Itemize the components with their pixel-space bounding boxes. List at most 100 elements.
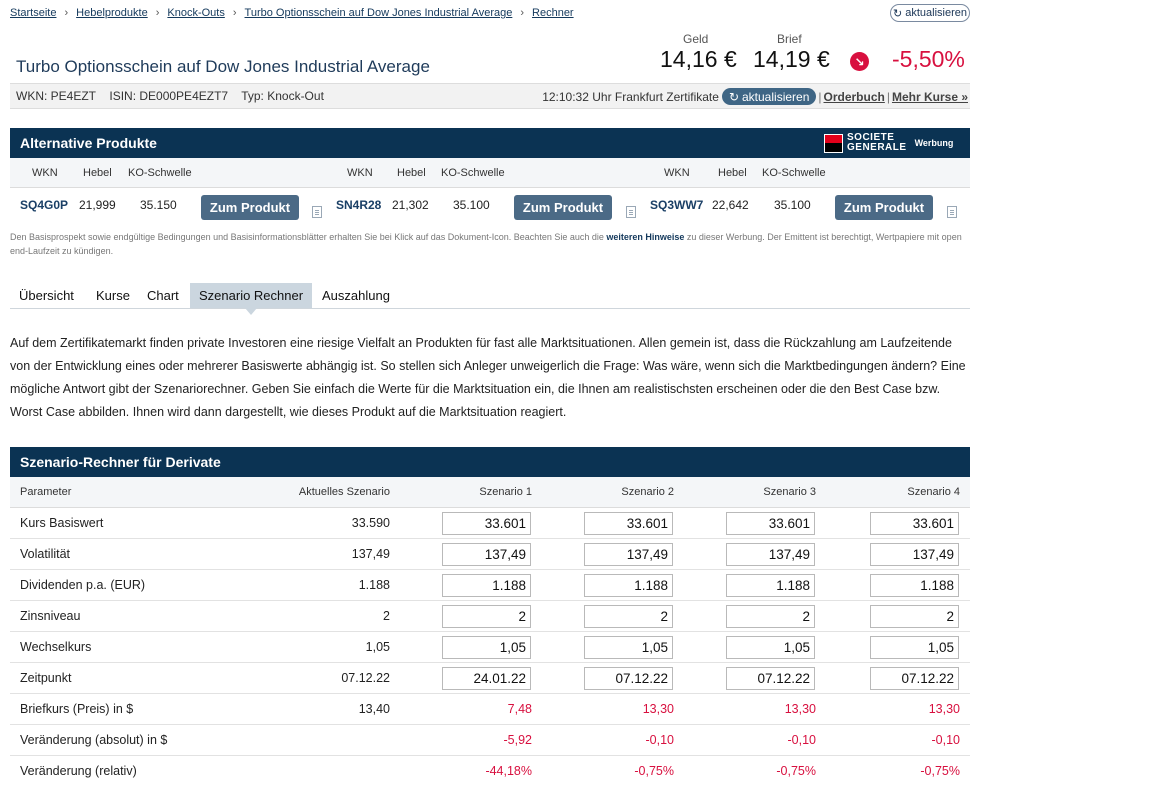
scenario-3-input[interactable] — [726, 605, 815, 628]
scenario-3-input[interactable] — [726, 636, 815, 659]
breadcrumb-knock-outs[interactable]: Knock-Outs — [167, 7, 225, 19]
scenario-2-result: -0,75% — [634, 764, 674, 778]
scenario-4-input[interactable] — [870, 574, 959, 597]
param-label: Zinsniveau — [20, 609, 81, 623]
refresh-icon: ↻ — [728, 89, 739, 104]
zum-produkt-button[interactable]: Zum Produkt — [835, 195, 933, 220]
current-value: 1.188 — [358, 578, 390, 592]
scenario-header: Szenario-Rechner für Derivate — [10, 447, 970, 477]
result-label: Veränderung (absolut) in $ — [20, 733, 168, 747]
refresh-button[interactable]: ↻ aktualisieren — [721, 88, 817, 105]
change-percent: -5,50% — [892, 46, 965, 72]
scenario-result-row: Briefkurs (Preis) in $ 13,40 7,48 13,30 13,3… — [10, 694, 970, 725]
current-value: 07.12.22 — [341, 671, 390, 685]
scenario-4-input[interactable] — [870, 636, 959, 659]
scenario-4-input[interactable] — [870, 543, 959, 566]
weitere-hinweise-link[interactable]: weiteren Hinweise — [606, 232, 685, 242]
zum-produkt-button[interactable]: Zum Produkt — [514, 195, 612, 220]
scenario-1-input[interactable] — [442, 605, 531, 628]
chevron-right-icon: › — [155, 7, 160, 19]
scenario-3-result: -0,10 — [787, 733, 817, 747]
breadcrumb-rechner[interactable]: Rechner — [532, 7, 574, 19]
chevron-right-icon: › — [64, 7, 69, 19]
scenario-4-input[interactable] — [870, 667, 959, 690]
scenario-input-row: Volatilität 137,49 — [10, 539, 970, 570]
scenario-3-input[interactable] — [726, 667, 815, 690]
scenario-input-row: Zeitpunkt 07.12.22 — [10, 663, 970, 694]
isin: ISIN: DE000PE4EZT7 — [109, 89, 229, 103]
product-ko: 35.100 — [453, 198, 490, 212]
scenario-1-input[interactable] — [442, 512, 531, 535]
wkn: WKN: PE4EZT — [16, 89, 97, 103]
scenario-1-input[interactable] — [442, 543, 531, 566]
scenario-3-input[interactable] — [726, 574, 815, 597]
scenario-2-result: -0,10 — [645, 733, 675, 747]
breadcrumb-startseite[interactable]: Startseite — [10, 7, 57, 19]
quote-time: 12:10:32 Uhr Frankfurt Zertifikate — [542, 89, 719, 104]
breadcrumb-product[interactable]: Turbo Optionsschein auf Dow Jones Indust… — [244, 7, 513, 19]
breadcrumb: Startseite › Hebelprodukte › Knock-Outs … — [10, 7, 574, 19]
scenario-input-row: Zinsniveau 2 — [10, 601, 970, 632]
result-label: Briefkurs (Preis) in $ — [20, 702, 134, 716]
document-icon[interactable] — [947, 206, 957, 218]
scenario-1-input[interactable] — [442, 636, 531, 659]
scenario-2-input[interactable] — [584, 636, 673, 659]
scenario-2-input[interactable] — [584, 605, 673, 628]
product-wkn[interactable]: SQ4G0P — [20, 198, 69, 212]
scenario-3-input[interactable] — [726, 543, 815, 566]
scenario-4-input[interactable] — [870, 605, 959, 628]
document-icon[interactable] — [312, 206, 322, 218]
scenario-1-input[interactable] — [442, 667, 531, 690]
refresh-icon: ↻ — [893, 7, 903, 20]
scenario-4-input[interactable] — [870, 512, 959, 535]
scenario-3-result: 13,30 — [784, 702, 816, 716]
tab-kurse[interactable]: Kurse — [96, 288, 130, 303]
param-label: Zeitpunkt — [20, 671, 72, 685]
refresh-button-top[interactable]: ↻ aktualisieren — [890, 4, 970, 22]
tab-uebersicht[interactable]: Übersicht — [19, 288, 74, 303]
col-wkn: WKN — [32, 167, 58, 179]
tab-chart[interactable]: Chart — [147, 288, 179, 303]
alt-products-title: Alternative Produkte — [20, 135, 157, 151]
scenario-2-input[interactable] — [584, 543, 673, 566]
orderbuch-link[interactable]: Orderbuch — [823, 89, 885, 104]
scenario-2-input[interactable] — [584, 574, 673, 597]
param-label: Volatilität — [20, 547, 71, 561]
param-label: Kurs Basiswert — [20, 516, 104, 530]
document-icon[interactable] — [626, 206, 636, 218]
werbung-label: Werbung — [914, 138, 954, 148]
scenario-result-row: Veränderung (relativ) -44,18% -0,75% -0,75%… — [10, 756, 970, 786]
disclaimer-text: zu dieser Werbung. Der Emittent ist bere… — [10, 232, 962, 256]
product-wkn[interactable]: SQ3WW7 — [650, 198, 704, 212]
scenario-2-input[interactable] — [584, 512, 673, 535]
product-wkn[interactable]: SN4R28 — [336, 198, 382, 212]
col-ko: KO-Schwelle — [762, 167, 826, 179]
current-value: 1,05 — [365, 640, 390, 654]
scenario-3-result: -0,75% — [776, 764, 816, 778]
col-ko: KO-Schwelle — [128, 167, 192, 179]
zum-produkt-button[interactable]: Zum Produkt — [201, 195, 299, 220]
product-ko: 35.150 — [140, 198, 177, 212]
logo-line-1: SOCIETE — [847, 132, 895, 143]
tab-szenario-rechner[interactable]: Szenario Rechner — [190, 283, 313, 315]
col-szenario-1: Szenario 1 — [479, 486, 532, 498]
tab-auszahlung[interactable]: Auszahlung — [322, 288, 390, 303]
product-hebel: 21,302 — [392, 198, 429, 212]
scenario-3-input[interactable] — [726, 512, 815, 535]
geld-label: Geld — [683, 32, 709, 46]
chevron-right-icon: › — [232, 7, 237, 19]
tab-bar: Übersicht Kurse Chart Szenario Rechner A… — [10, 283, 970, 315]
param-label: Wechselkurs — [20, 640, 92, 654]
scenario-title: Szenario-Rechner für Derivate — [20, 454, 221, 470]
scenario-input-row: Dividenden p.a. (EUR) 1.188 — [10, 570, 970, 601]
id-bar: WKN: PE4EZT ISIN: DE000PE4EZT7 Typ: Knoc… — [10, 83, 970, 109]
scenario-4-result: 13,30 — [928, 702, 960, 716]
scenario-2-input[interactable] — [584, 667, 673, 690]
product-hebel: 21,999 — [79, 198, 116, 212]
scenario-1-result: -5,92 — [503, 733, 533, 747]
current-value: 137,49 — [351, 547, 390, 561]
mehr-kurse-link[interactable]: Mehr Kurse » — [891, 89, 968, 104]
scenario-1-result: -44,18% — [485, 764, 532, 778]
breadcrumb-hebelprodukte[interactable]: Hebelprodukte — [76, 7, 148, 19]
scenario-1-input[interactable] — [442, 574, 531, 597]
